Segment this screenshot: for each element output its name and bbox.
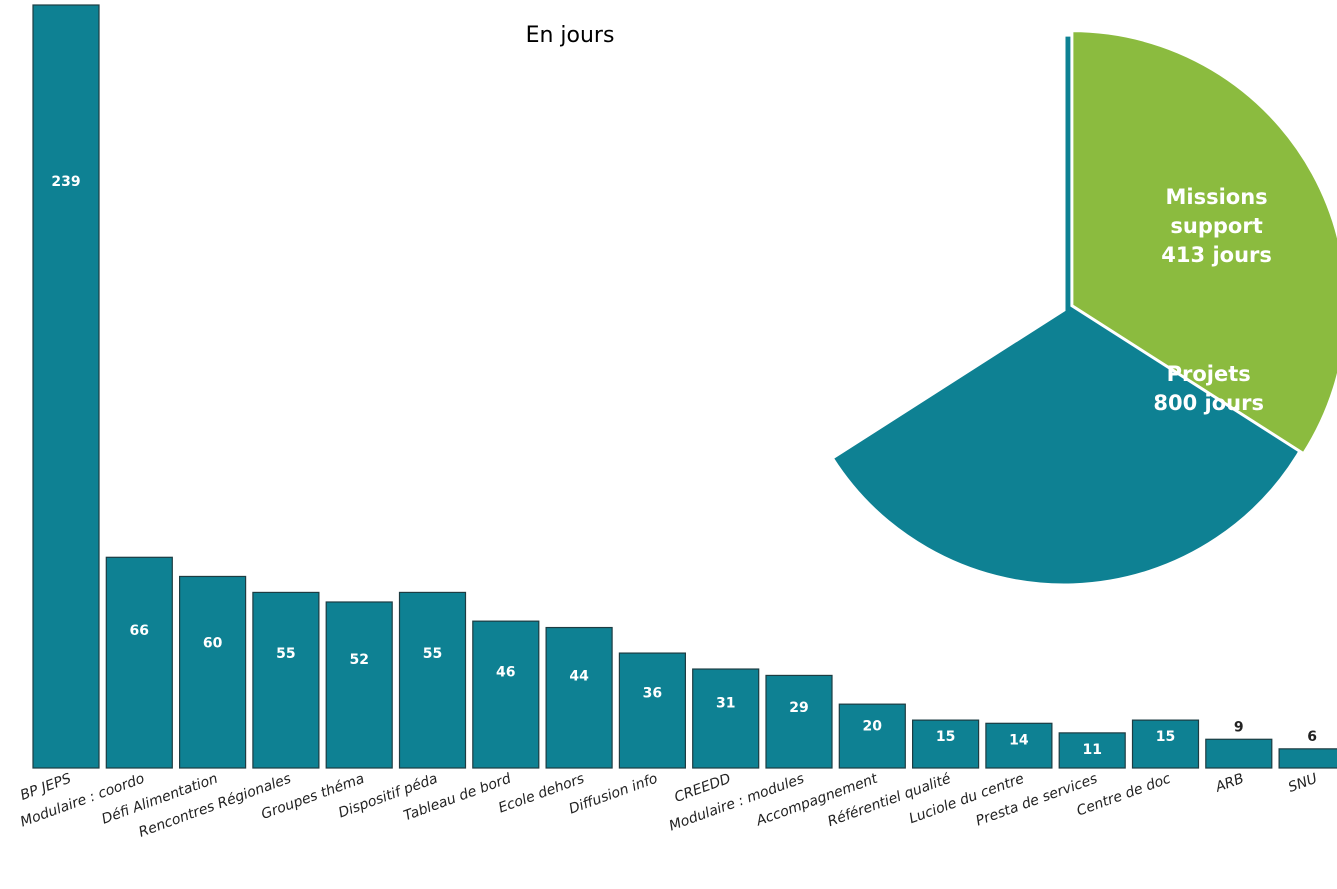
bar [985,722,1053,769]
data-label: 239 [51,174,80,190]
bar [1058,732,1126,769]
chart-title: En jours [526,23,615,48]
slice-value: 800 jours [1153,391,1264,416]
bar [105,556,173,769]
bar [252,591,320,769]
bar [618,652,687,769]
data-label: 55 [276,646,295,662]
bar [1205,738,1273,769]
slice-label: Missions support [1165,184,1268,238]
data-label: 60 [203,635,223,651]
bar [472,620,540,769]
bar [911,719,980,769]
x-tick-label: SNU [1286,771,1319,796]
x-tick-label: Modulaire : coordo [18,771,146,831]
bar [765,674,833,769]
x-tick-label: Presta de services [974,771,1100,830]
data-label: 11 [1082,742,1101,758]
data-label: 55 [423,646,442,662]
data-label: 15 [936,729,955,745]
pie-slice [1070,29,1337,456]
bar [398,591,467,769]
bar [545,626,613,769]
bar [838,703,906,769]
bar [1131,719,1200,769]
slice-label: Projets [1166,362,1251,387]
bar [325,601,393,769]
data-label: 20 [863,718,883,734]
slice-value: 413 jours [1161,242,1272,267]
data-label: 29 [789,700,808,716]
data-label: 66 [130,623,149,639]
data-label: 31 [716,696,735,712]
data-label: 15 [1156,729,1175,745]
data-label: 9 [1234,719,1244,735]
data-label: 52 [349,652,368,668]
bar [32,4,100,769]
x-tick-label: Référentiel qualité [826,771,954,831]
bar [1278,748,1337,769]
data-label: 6 [1307,729,1317,745]
data-label: 46 [496,665,515,681]
data-label: 14 [1009,732,1029,748]
x-tick-label: Accompagnement [753,771,880,830]
x-tick-label: ARB [1213,771,1247,796]
bar [179,575,247,769]
data-label: 36 [643,685,662,701]
bar [692,668,760,769]
data-label: 44 [569,669,589,685]
